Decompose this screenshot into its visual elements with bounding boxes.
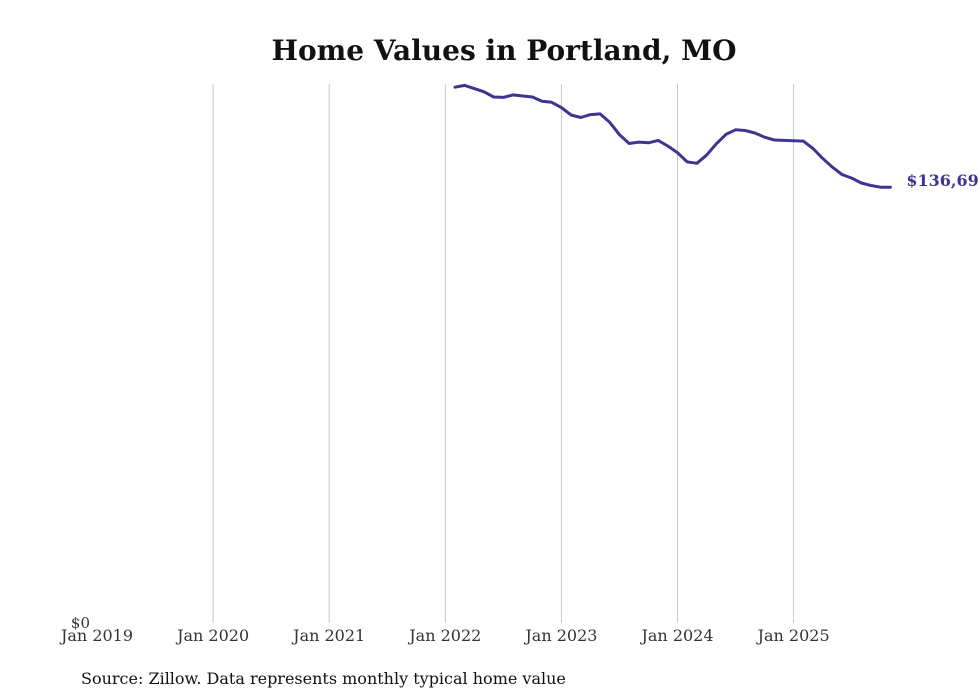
- source-note: Source: Zillow. Data represents monthly …: [81, 669, 566, 688]
- x-tick-label: Jan 2022: [407, 626, 481, 645]
- x-tick-label: Jan 2025: [756, 626, 830, 645]
- x-axis-ticks: Jan 2019 Jan 2020 Jan 2021 Jan 2022 Jan 2023…: [59, 626, 830, 645]
- x-tick-label: Jan 2024: [639, 626, 713, 645]
- chart-title: Home Values in Portland, MO: [272, 34, 737, 67]
- x-tick-label: Jan 2019: [59, 626, 133, 645]
- series-line: [453, 83, 892, 189]
- y-axis-ticks: $0: [71, 614, 90, 632]
- x-tick-label: Jan 2023: [523, 626, 597, 645]
- x-tick-label: Jan 2021: [291, 626, 365, 645]
- end-value-label: $136,695: [906, 171, 980, 190]
- series-layer: $136,695: [453, 83, 980, 190]
- y-tick-label: $0: [71, 614, 90, 632]
- grid-lines: [212, 84, 795, 623]
- x-tick-label: Jan 2020: [175, 626, 249, 645]
